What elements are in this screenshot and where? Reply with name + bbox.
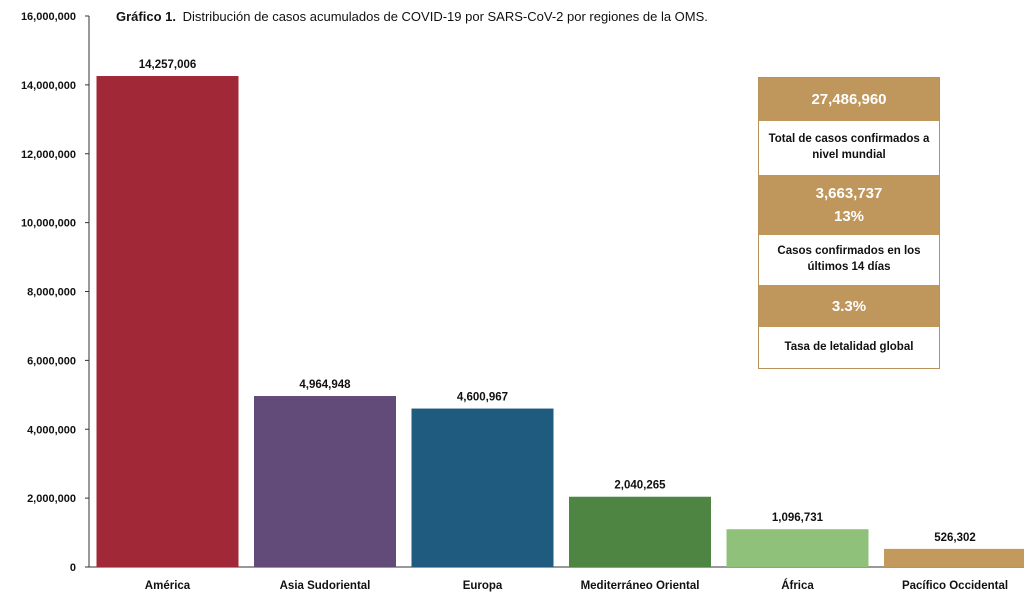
chart-title-label: Gráfico 1.: [116, 9, 176, 24]
bar: [884, 548, 1024, 567]
bar-value-label: 526,302: [934, 532, 976, 544]
x-category-label: América: [145, 580, 191, 592]
lethality-label: Tasa de letalidad global: [784, 340, 914, 353]
global-stats-box: 27,486,960 Total de casos confirmados a …: [758, 77, 940, 369]
bar-value-label: 4,964,948: [299, 379, 351, 391]
bar: [96, 76, 239, 567]
recent-cases-percent: 13%: [833, 208, 865, 225]
bar-value-label: 2,040,265: [614, 480, 666, 492]
recent-cases-value-cell: 3,663,737 13%: [759, 175, 939, 235]
y-tick-label: 16,000,000: [21, 11, 76, 23]
total-cases-label-cell: Total de casos confirmados a nivel mundi…: [759, 121, 939, 175]
x-category-label: Asia Sudoriental: [280, 580, 371, 592]
y-tick-label: 0: [70, 562, 76, 574]
lethality-value: 3.3%: [831, 297, 867, 315]
x-category-label: Europa: [463, 580, 503, 592]
y-tick-label: 6,000,000: [27, 355, 76, 367]
recent-cases-label-cell: Casos confirmados en los últimos 14 días: [759, 235, 939, 285]
x-category-label: África: [781, 579, 814, 592]
y-tick-label: 2,000,000: [27, 493, 76, 505]
y-tick-label: 8,000,000: [27, 287, 76, 299]
chart-title-text: Distribución de casos acumulados de COVI…: [182, 9, 708, 24]
bar-value-label: 1,096,731: [772, 512, 824, 524]
lethality-value-cell: 3.3%: [759, 285, 939, 327]
y-tick-label: 14,000,000: [21, 80, 76, 92]
chart-title: Gráfico 1. Distribución de casos acumula…: [116, 9, 708, 24]
bar: [254, 396, 396, 567]
bar: [569, 496, 711, 567]
bar: [726, 529, 869, 567]
y-tick-label: 4,000,000: [27, 424, 76, 436]
recent-cases-label: Casos confirmados en los últimos 14 días: [777, 245, 921, 273]
x-category-label: Mediterráneo Oriental: [581, 580, 700, 592]
bar-value-label: 4,600,967: [457, 392, 508, 404]
total-cases-value-cell: 27,486,960: [759, 78, 939, 121]
bar: [411, 408, 554, 567]
recent-cases-value: 3,663,737: [815, 184, 883, 202]
y-tick-label: 10,000,000: [21, 218, 76, 230]
total-cases-label: Total de casos confirmados a nivel mundi…: [768, 133, 930, 161]
lethality-label-cell: Tasa de letalidad global: [759, 327, 939, 368]
total-cases-value: 27,486,960: [811, 91, 887, 108]
x-category-label: Pacífico Occidental: [902, 580, 1008, 592]
bar-value-label: 14,257,006: [139, 59, 197, 71]
y-tick-label: 12,000,000: [21, 149, 76, 161]
